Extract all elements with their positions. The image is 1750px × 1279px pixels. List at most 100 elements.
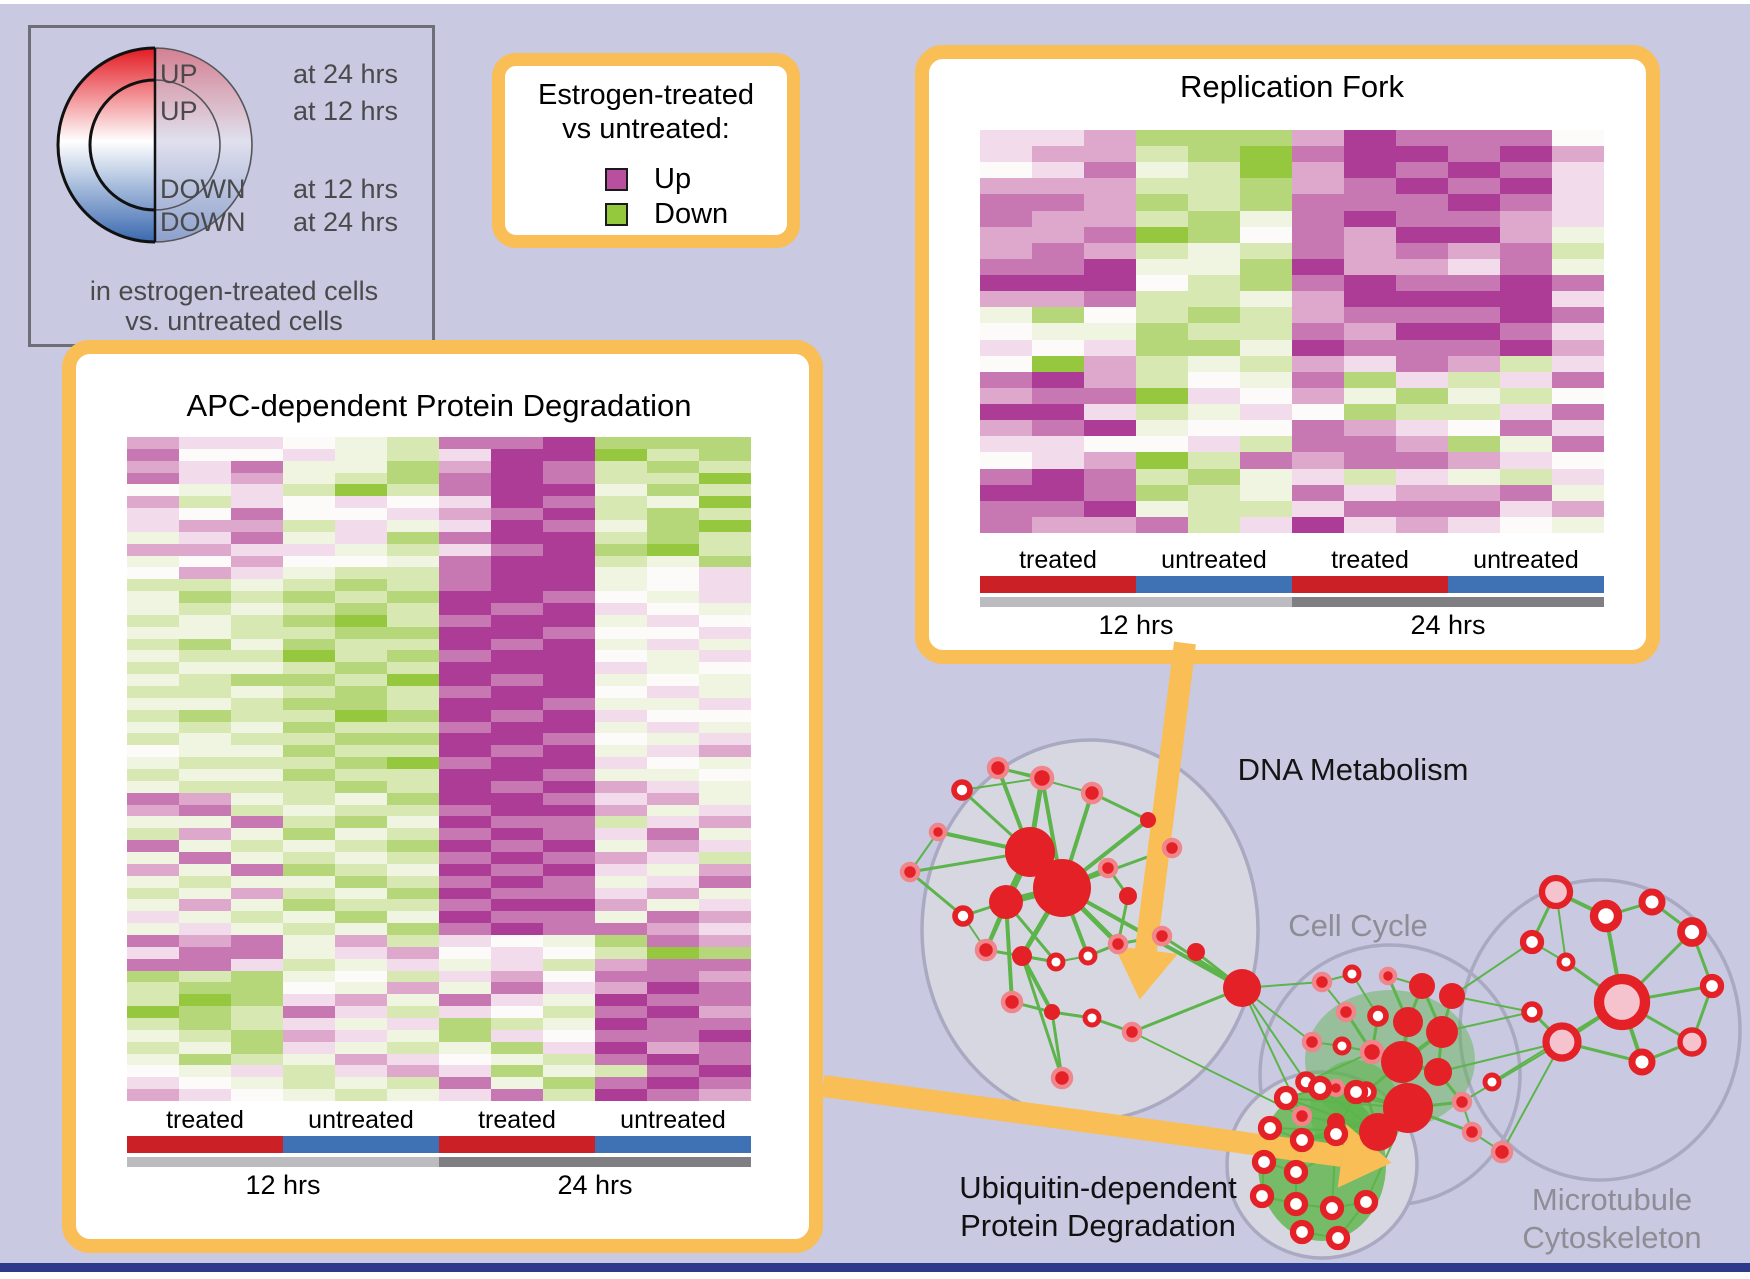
heatmap-cell (387, 804, 439, 817)
heatmap-cell (1396, 194, 1448, 211)
rf-panel-title: Replication Fork (1180, 69, 1404, 104)
heatmap-cell (1448, 420, 1500, 437)
heatmap-cell (1188, 516, 1240, 533)
heatmap-cell (647, 721, 699, 734)
heatmap-cell (127, 1077, 179, 1090)
heatmap-cell (1552, 516, 1604, 533)
heatmap-cell (1188, 242, 1240, 259)
heatmap-cell (387, 911, 439, 924)
heatmap-cell (231, 792, 283, 805)
heatmap-cell (127, 1041, 179, 1054)
heatmap-cell (1188, 420, 1240, 437)
heatmap-cell (1292, 242, 1344, 259)
heatmap-cell (1344, 226, 1396, 243)
heatmap-cell (179, 721, 231, 734)
updown-legend-box: UP at 24 hrs UP at 12 hrs DOWN at 12 hrs DOWN a… (28, 25, 435, 347)
heatmap-cell (1032, 500, 1084, 517)
heatmap-cell (127, 875, 179, 888)
heatmap-cell (1396, 162, 1448, 179)
heatmap-cell (595, 946, 647, 959)
heatmap-cell (1084, 258, 1136, 276)
heatmap-cell (1188, 226, 1240, 243)
heatmap-cell (1292, 291, 1344, 308)
heatmap-cell (179, 1041, 231, 1054)
heatmap-cell (179, 792, 231, 805)
heatmap-cell (283, 437, 335, 449)
heatmap-cell (335, 899, 387, 912)
heatmap-cell (335, 543, 387, 556)
heatmap-cell (127, 674, 179, 686)
heatmap-cell (647, 1029, 699, 1042)
heatmap-cell (1500, 146, 1552, 163)
heatmap-cell (439, 697, 491, 710)
heatmap-cell (1084, 130, 1136, 147)
heatmap-cell (1292, 420, 1344, 437)
heatmap-cell (1084, 146, 1136, 163)
heatmap-cell (439, 911, 491, 924)
updown-word-label: DOWN (160, 207, 245, 237)
heatmap-cell (179, 591, 231, 603)
heatmap-cell (699, 780, 751, 793)
heatmap-cell (335, 875, 387, 888)
heatmap-cell (1552, 162, 1604, 179)
heatmap-cell (1344, 339, 1396, 356)
heatmap-cell (283, 1089, 335, 1101)
heatmap-cell (127, 958, 179, 971)
heatmap-cell (1396, 404, 1448, 421)
heatmap-cell (1240, 371, 1292, 388)
heatmap-cell (1396, 420, 1448, 437)
heatmap-cell (647, 460, 699, 473)
heatmap-cell (335, 851, 387, 864)
heatmap-cell (595, 1041, 647, 1054)
time-bar-segment (439, 1157, 751, 1167)
heatmap-cell (127, 840, 179, 852)
heatmap-cell (1344, 452, 1396, 469)
heatmap-cell (595, 863, 647, 876)
heatmap-cell (439, 804, 491, 817)
heatmap-cell (647, 1041, 699, 1054)
heatmap-cell (1084, 484, 1136, 501)
heatmap-cell (595, 1053, 647, 1066)
heatmap-cell (335, 1029, 387, 1042)
heatmap-cell (543, 1089, 595, 1101)
heatmap-cell (1292, 436, 1344, 453)
heatmap-cell (179, 828, 231, 841)
heatmap-cell (1188, 210, 1240, 227)
heatmap-cell (231, 946, 283, 959)
heatmap-cell (127, 733, 179, 746)
heatmap-cell (647, 780, 699, 793)
heatmap-cell (647, 543, 699, 556)
heatmap-cell (283, 840, 335, 852)
heatmap-cell (699, 745, 751, 758)
heatmap-cell (1500, 387, 1552, 405)
condition-bar-segment (283, 1136, 439, 1153)
heatmap-cell (491, 519, 543, 532)
heatmap-cell (439, 685, 491, 698)
heatmap-cell (439, 792, 491, 805)
heatmap-cell (543, 519, 595, 532)
heatmap-cell (439, 437, 491, 449)
heatmap-cell (231, 543, 283, 556)
heatmap-cell (439, 472, 491, 485)
heatmap-cell (543, 946, 595, 959)
heatmap-cell (595, 816, 647, 829)
rf-time-bar (980, 597, 1604, 607)
outer-left-arc (56, 46, 156, 244)
heatmap-cell (335, 709, 387, 722)
heatmap-cell (595, 519, 647, 532)
heatmap-cell (1448, 275, 1500, 292)
heatmap-cell (1292, 307, 1344, 324)
heatmap-cell (595, 484, 647, 497)
heatmap-cell (1188, 484, 1240, 501)
heatmap-cell (1396, 355, 1448, 372)
heatmap-cell (231, 899, 283, 912)
heatmap-cell (699, 804, 751, 817)
heatmap-cell (335, 1006, 387, 1018)
heatmap-cell (179, 674, 231, 686)
heatmap-cell (1344, 436, 1396, 453)
heatmap-cell (1552, 226, 1604, 243)
heatmap-cell (283, 851, 335, 864)
group-label-untreated-3: untreated (620, 1106, 726, 1134)
heatmap-cell (179, 804, 231, 817)
